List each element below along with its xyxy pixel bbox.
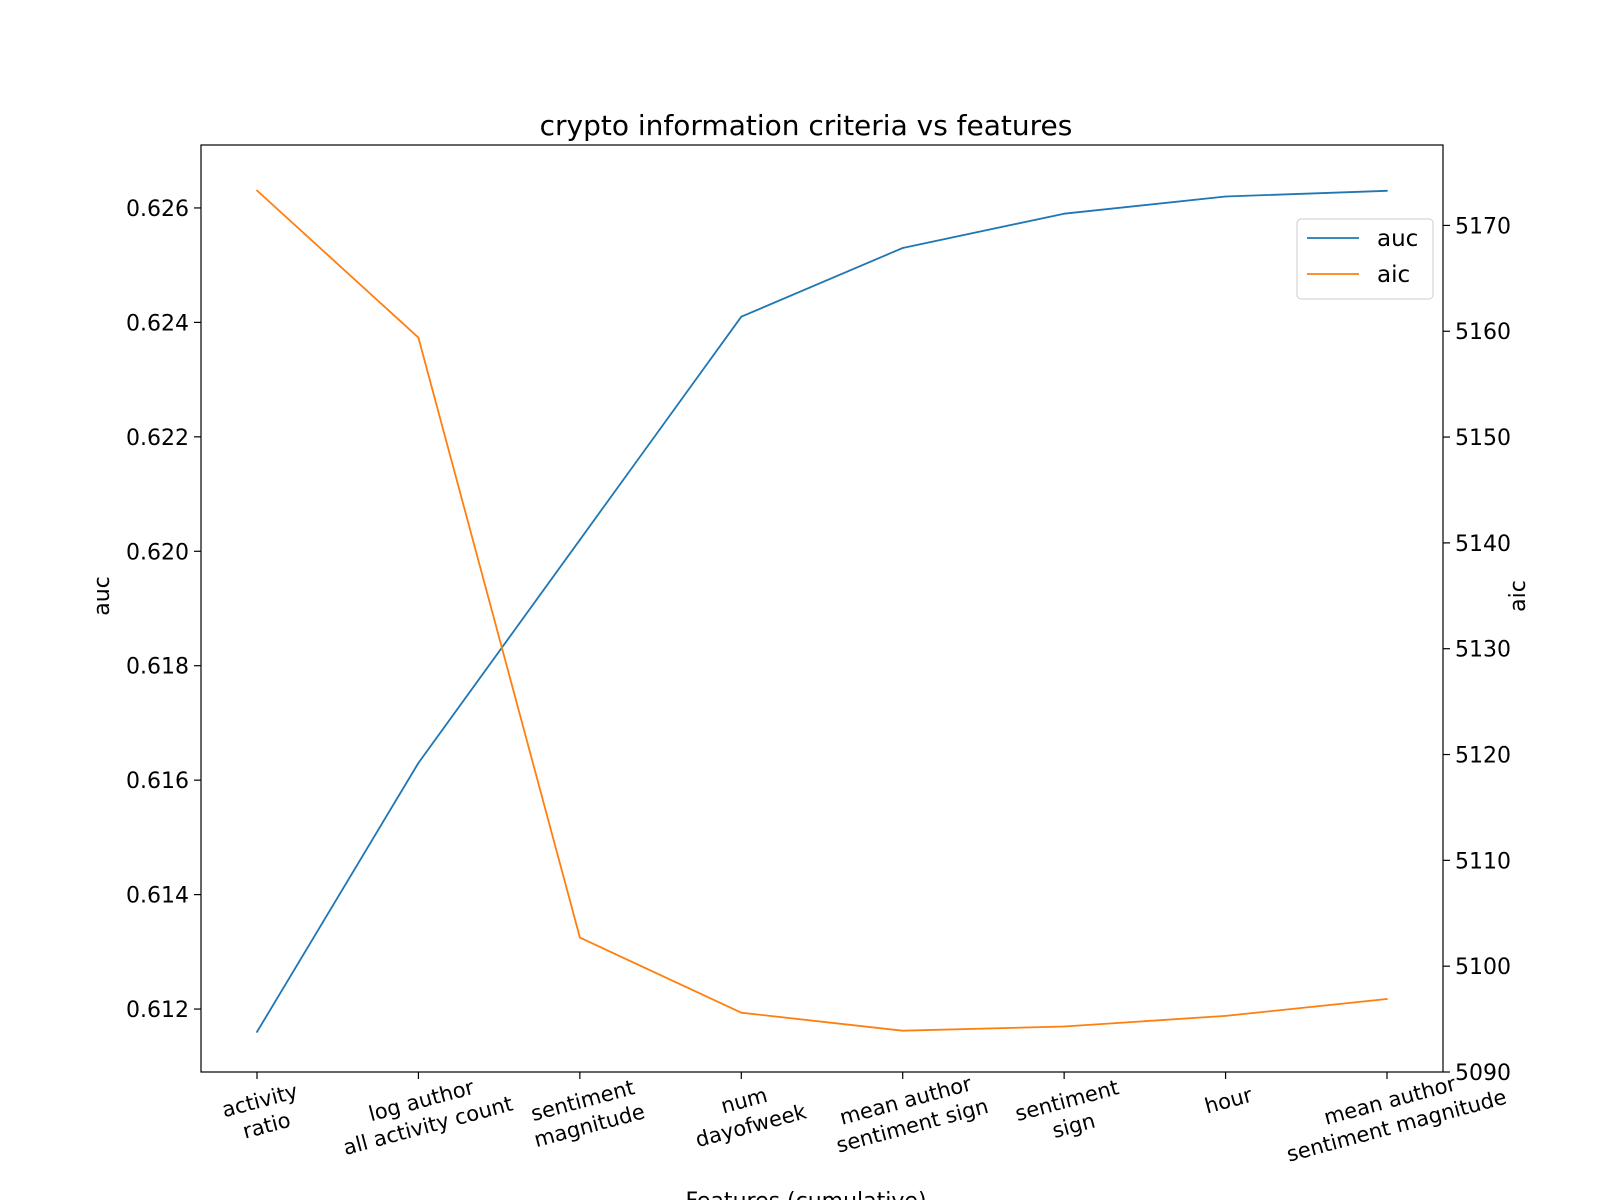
y-right-tick-label: 5170 [1455, 214, 1511, 239]
y-right-tick-label: 5150 [1455, 426, 1511, 451]
y-left-tick-label: 0.614 [126, 884, 189, 909]
data-point-auc [740, 315, 743, 318]
y-right-tick-label: 5120 [1455, 744, 1511, 769]
y-left-tick-label: 0.622 [126, 426, 189, 451]
y-right-tick-label: 5160 [1455, 320, 1511, 345]
y-right-tick-label: 5140 [1455, 532, 1511, 557]
y-left-tick-label: 0.618 [126, 655, 189, 680]
y-left-tick-label: 0.624 [126, 311, 189, 336]
data-point-aic [417, 336, 420, 339]
data-point-aic [901, 1029, 904, 1032]
data-point-aic [1063, 1025, 1066, 1028]
x-axis-label: Features (cumulative) [685, 1189, 926, 1200]
data-point-aic [740, 1011, 743, 1014]
y-axis-label-left: auc [90, 576, 115, 616]
y-right-tick-label: 5090 [1455, 1061, 1511, 1086]
chart-title: crypto information criteria vs features [540, 109, 1073, 142]
legend-label-aic: aic [1377, 262, 1410, 288]
plot-frame [200, 144, 1444, 1073]
series-line-auc [256, 189, 1388, 1033]
legend: auc aic [1296, 218, 1434, 300]
series-line-aic [256, 189, 1388, 1032]
y-left-tick-label: 0.626 [126, 197, 189, 222]
x-tick-label: hour [1202, 1083, 1255, 1119]
data-point-auc [578, 538, 581, 541]
y-left-tick-label: 0.620 [126, 540, 189, 565]
y-right-tick-label: 5130 [1455, 638, 1511, 663]
legend-box [1296, 218, 1434, 300]
legend-label-auc: auc [1377, 226, 1418, 252]
y-left-tick-label: 0.612 [126, 998, 189, 1023]
y-right-tick-label: 5100 [1455, 955, 1511, 980]
y-left-tick-label: 0.616 [126, 769, 189, 794]
y-axis-label-right: aic [1506, 580, 1531, 612]
data-point-aic [256, 189, 258, 192]
data-point-auc [1063, 212, 1066, 215]
data-point-aic [578, 936, 581, 939]
data-point-aic [1386, 998, 1388, 1000]
data-point-auc [256, 1031, 258, 1033]
data-point-auc [1386, 189, 1388, 192]
data-point-auc [1224, 195, 1227, 198]
data-point-auc [417, 762, 420, 764]
data-point-auc [901, 247, 904, 249]
y-right-tick-label: 5110 [1455, 849, 1511, 874]
x-tick-label-line: hour [1202, 1083, 1255, 1119]
data-point-aic [1224, 1015, 1227, 1017]
